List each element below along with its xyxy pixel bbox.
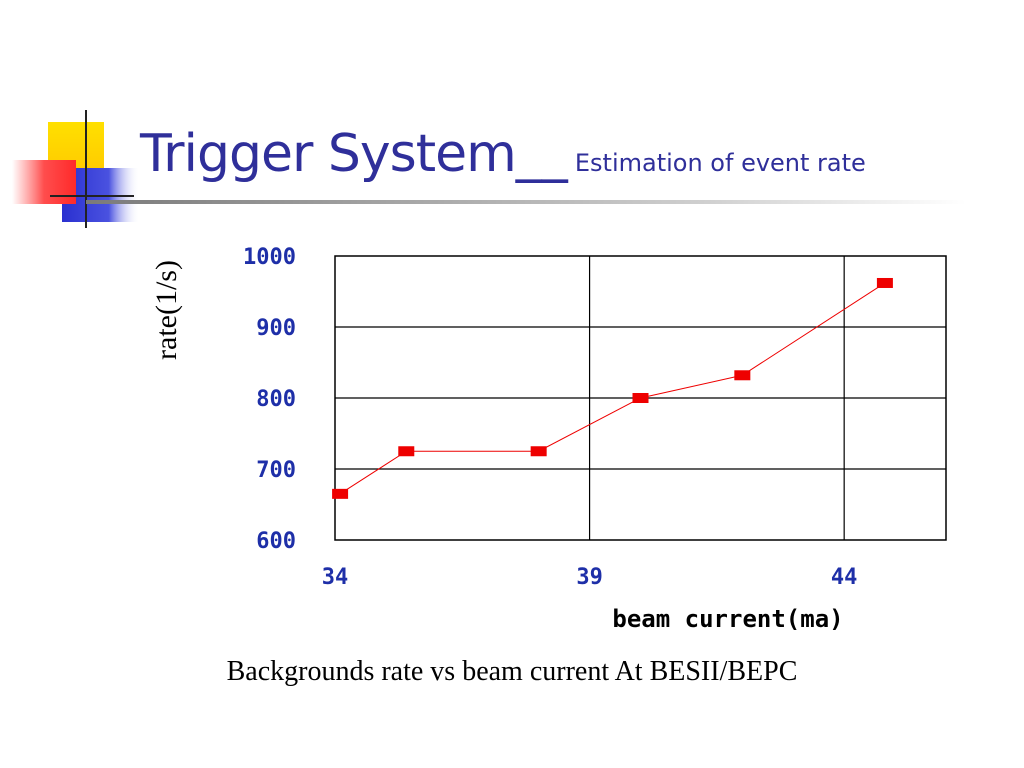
figure-caption: Backgrounds rate vs beam current At BESI…: [226, 656, 798, 687]
title-underscore-separator: __: [515, 124, 568, 184]
data-point-marker: [398, 446, 415, 457]
x-tick-labels: 34 39 44: [322, 565, 858, 590]
data-point-marker: [530, 446, 547, 457]
y-tick-label: 700: [256, 458, 296, 483]
series-line: [339, 282, 886, 495]
data-point-marker: [332, 488, 349, 499]
data-point-marker: [734, 370, 751, 381]
slide-title-main: Trigger System: [140, 124, 517, 184]
y-tick-label: 1000: [243, 245, 296, 270]
x-axis-label: beam current(ma): [612, 605, 843, 633]
y-tick-labels: 1000 900 800 700 600: [243, 245, 296, 554]
slide-title-subtitle: Estimation of event rate: [574, 149, 866, 177]
x-tick-label: 44: [831, 565, 858, 590]
plot-frame: [334, 255, 947, 541]
x-tick-label: 34: [322, 565, 349, 590]
y-tick-label: 600: [256, 529, 296, 554]
title-underline-rule: [86, 200, 966, 204]
y-tick-label: 900: [256, 316, 296, 341]
y-tick-label: 800: [256, 387, 296, 412]
data-point-marker: [876, 277, 893, 288]
x-tick-label: 39: [576, 565, 603, 590]
data-point-marker: [632, 393, 649, 403]
slide-title: Trigger System__ Estimation of event rat…: [140, 124, 866, 184]
y-axis-label: rate(1/s): [150, 260, 183, 360]
chart-grid: [335, 256, 946, 540]
series-markers: [332, 277, 893, 499]
